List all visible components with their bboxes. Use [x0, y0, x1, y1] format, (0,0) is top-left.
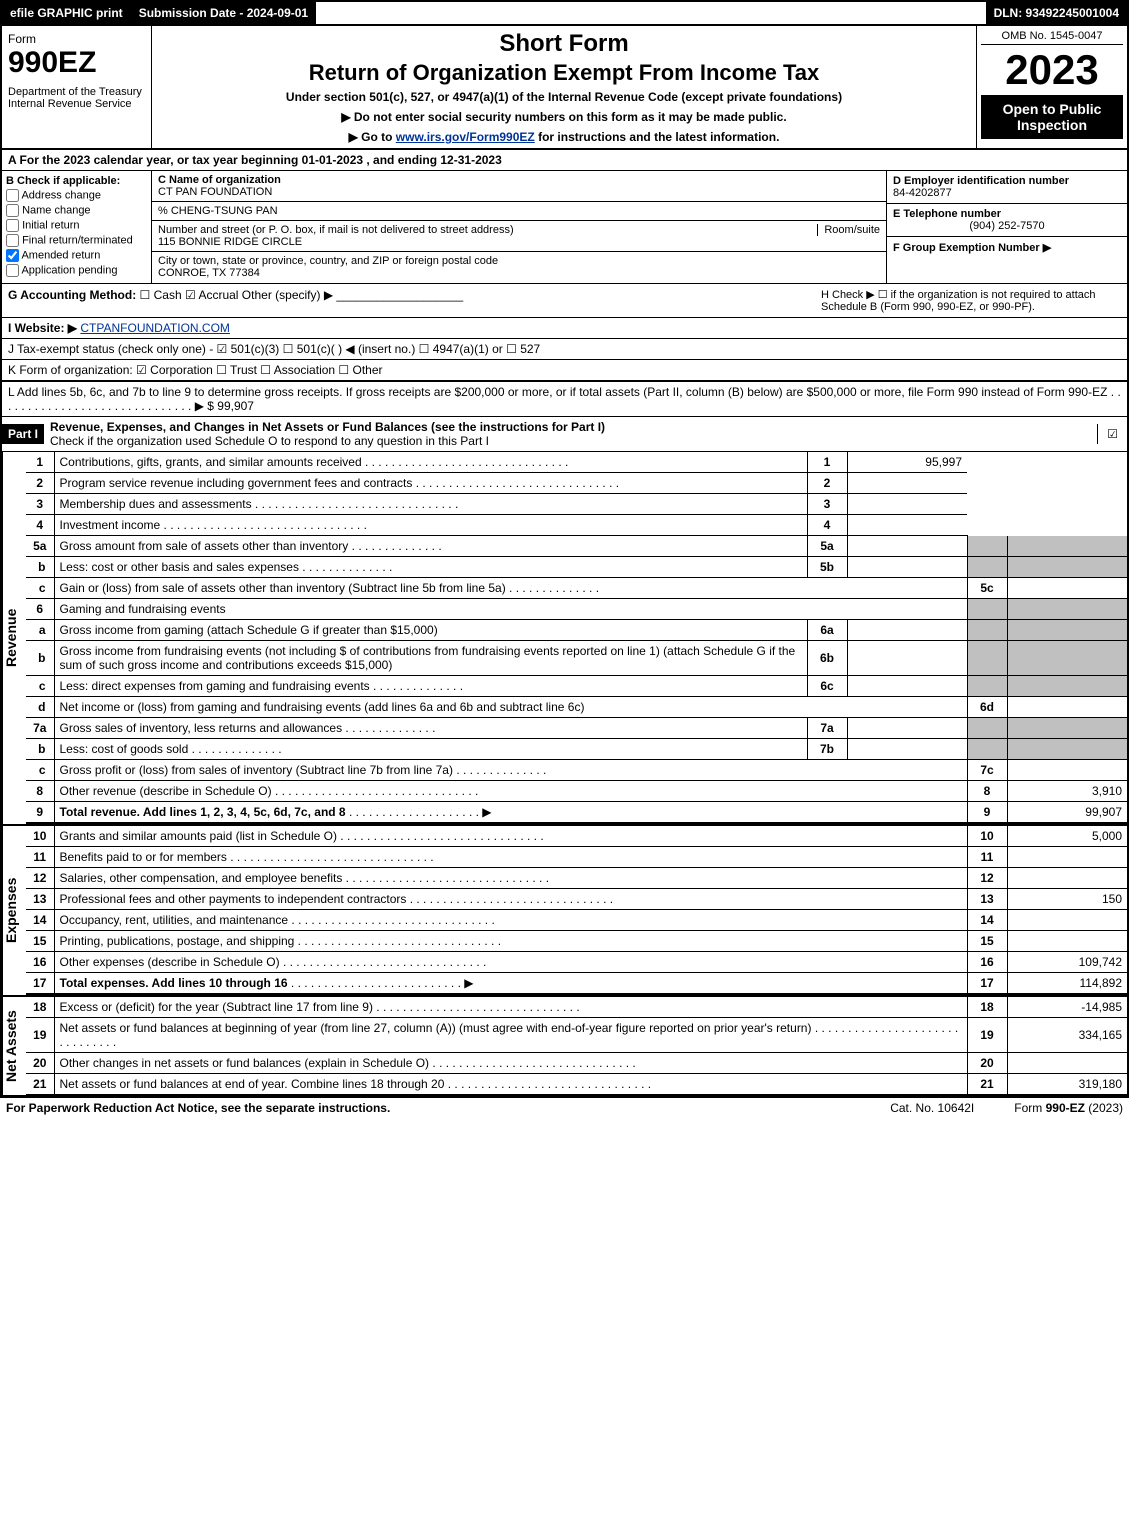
sections-bcdef: B Check if applicable: Address change Na… — [0, 171, 1129, 284]
check-application-pending[interactable]: Application pending — [6, 264, 147, 277]
group-exemption: F Group Exemption Number ▶ — [893, 242, 1051, 254]
top-bar: efile GRAPHIC print Submission Date - 20… — [0, 0, 1129, 26]
submission-date: Submission Date - 2024-09-01 — [131, 2, 316, 24]
instr-ssn: ▶ Do not enter social security numbers o… — [160, 110, 968, 124]
tax-year: 2023 — [981, 49, 1123, 91]
sections-def: D Employer identification number 84-4202… — [887, 171, 1127, 283]
line-13-value: 150 — [1007, 889, 1127, 910]
form-header: Form 990EZ Department of the Treasury In… — [0, 26, 1129, 150]
dln: DLN: 93492245001004 — [986, 2, 1127, 24]
gross-receipts: ▶ $ 99,907 — [195, 399, 254, 413]
main-title: Return of Organization Exempt From Incom… — [160, 60, 968, 86]
section-i: I Website: ▶ CTPANFOUNDATION.COM — [0, 318, 1129, 339]
expenses-table: 10Grants and similar amounts paid (list … — [26, 826, 1127, 995]
page-footer: For Paperwork Reduction Act Notice, see … — [0, 1097, 1129, 1118]
line-21-value: 319,180 — [1007, 1074, 1127, 1095]
department: Department of the Treasury Internal Reve… — [8, 86, 145, 110]
org-name: CT PAN FOUNDATION — [158, 186, 272, 198]
revenue-side-label: Revenue — [2, 452, 26, 824]
section-b: B Check if applicable: Address change Na… — [2, 171, 152, 283]
part-i-header: Part I Revenue, Expenses, and Changes in… — [0, 417, 1129, 452]
accounting-accrual[interactable]: ☑ Accrual — [185, 288, 238, 302]
city-state-zip: CONROE, TX 77384 — [158, 267, 260, 279]
open-public-inspection: Open to Public Inspection — [981, 95, 1123, 139]
ein: 84-4202877 — [893, 187, 952, 199]
check-initial-return[interactable]: Initial return — [6, 219, 147, 232]
check-name-change[interactable]: Name change — [6, 204, 147, 217]
line-9-total-revenue: 99,907 — [1007, 802, 1127, 824]
part-i-schedule-o-check[interactable]: ☑ — [1097, 424, 1127, 444]
netassets-side-label: Net Assets — [2, 997, 26, 1095]
section-k: K Form of organization: ☑ Corporation ☐ … — [0, 360, 1129, 382]
instr-goto: ▶ Go to www.irs.gov/Form990EZ for instru… — [160, 130, 968, 144]
omb-number: OMB No. 1545-0047 — [981, 30, 1123, 45]
revenue-table: 1Contributions, gifts, grants, and simil… — [26, 452, 1127, 824]
line-17-total-expenses: 114,892 — [1007, 973, 1127, 995]
line-19-value: 334,165 — [1007, 1018, 1127, 1053]
street-address: 115 BONNIE RIDGE CIRCLE — [158, 236, 302, 248]
line-10-value: 5,000 — [1007, 826, 1127, 847]
line-8-value: 3,910 — [1007, 781, 1127, 802]
telephone: (904) 252-7570 — [893, 220, 1121, 232]
section-g-h: G Accounting Method: ☐ Cash ☑ Accrual Ot… — [0, 284, 1129, 318]
form-label: Form — [8, 32, 145, 46]
website-link[interactable]: CTPANFOUNDATION.COM — [80, 321, 230, 335]
expenses-side-label: Expenses — [2, 826, 26, 995]
efile-print[interactable]: efile GRAPHIC print — [2, 2, 131, 24]
section-a-tax-year: A For the 2023 calendar year, or tax yea… — [0, 150, 1129, 171]
check-address-change[interactable]: Address change — [6, 189, 147, 202]
netassets-table: 18Excess or (deficit) for the year (Subt… — [26, 997, 1127, 1095]
check-amended-return[interactable]: Amended return — [6, 249, 147, 262]
section-l: L Add lines 5b, 6c, and 7b to line 9 to … — [0, 382, 1129, 417]
line-18-value: -14,985 — [1007, 997, 1127, 1018]
line-1-value: 95,997 — [847, 452, 967, 473]
section-j: J Tax-exempt status (check only one) - ☑… — [0, 339, 1129, 360]
section-c: C Name of organization CT PAN FOUNDATION… — [152, 171, 887, 283]
form-number: 990EZ — [8, 46, 145, 80]
short-form-title: Short Form — [160, 30, 968, 58]
irs-link[interactable]: www.irs.gov/Form990EZ — [396, 130, 535, 144]
care-of: % CHENG-TSUNG PAN — [152, 202, 886, 221]
check-final-return[interactable]: Final return/terminated — [6, 234, 147, 247]
line-16-value: 109,742 — [1007, 952, 1127, 973]
section-h: H Check ▶ ☐ if the organization is not r… — [821, 288, 1121, 313]
accounting-cash[interactable]: ☐ Cash — [140, 288, 182, 302]
subtitle: Under section 501(c), 527, or 4947(a)(1)… — [160, 90, 968, 104]
line-1-desc: Contributions, gifts, grants, and simila… — [54, 452, 807, 473]
